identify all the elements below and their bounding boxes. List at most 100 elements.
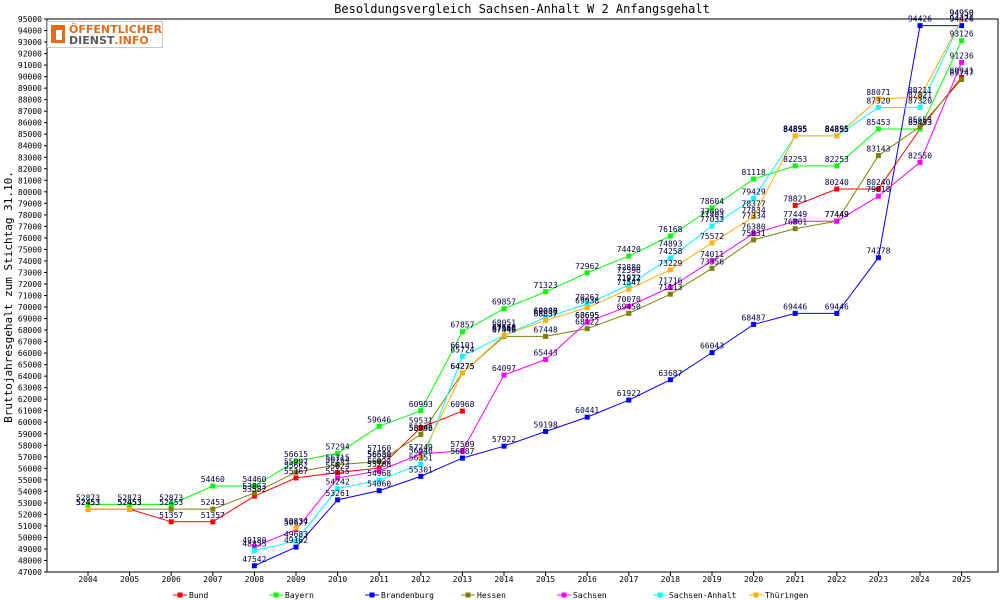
data-label-brandenburg: 47542 [242,555,266,564]
data-point-sachsen-anhalt [376,477,382,483]
data-point-bayern [335,450,341,456]
data-label-bayern: 52873 [118,493,142,502]
data-label-sachsen-anhalt: 70262 [575,293,599,302]
data-label-brandenburg: 56887 [450,447,474,456]
data-label-sachsen-anhalt: 77033 [700,215,724,224]
data-point-hessen [251,490,257,496]
legend-marker-th-ringen [753,592,759,598]
data-label-sachsen: 49180 [242,536,266,545]
y-tick-label: 66000 [18,349,42,358]
data-point-th-ringen [418,454,424,460]
data-label-brandenburg: 66043 [700,342,724,351]
y-tick-label: 83000 [18,153,42,162]
data-label-sachsen-anhalt: 84855 [783,125,807,134]
y-tick-label: 75000 [18,245,42,254]
x-tick-label: 2005 [120,575,139,584]
data-label-th-ringen: 68837 [534,309,558,318]
annotation-label: 56164 [326,455,350,464]
y-tick-label: 53000 [18,499,42,508]
data-point-hessen [709,265,715,271]
data-label-hessen: 52453 [118,498,142,507]
legend-label-sachsen: Sachsen [573,591,607,600]
series-line-th-ringen [420,19,963,458]
annotation-label: 84895 [825,124,849,133]
data-label-bund: 52453 [118,498,142,507]
legend-marker-sachsen-anhalt [657,592,663,598]
data-point-th-ringen [834,133,840,139]
data-point-hessen [543,333,549,339]
y-tick-label: 94000 [18,27,42,36]
data-label-brandenburg: 49162 [284,536,308,545]
data-point-bayern [834,163,840,169]
data-label-brandenburg: 59198 [534,420,558,429]
data-point-sachsen-anhalt [584,301,590,307]
data-label-hessen: 76801 [783,218,807,227]
data-label-hessen: 89747 [950,69,974,78]
y-tick-label: 84000 [18,142,42,151]
annotation-label: 84895 [783,124,807,133]
data-point-bund [251,493,257,499]
x-tick-label: 2019 [702,575,721,584]
x-tick-label: 2006 [162,575,181,584]
data-label-hessen: 56315 [326,454,350,463]
data-label-brandenburg: 57922 [492,435,516,444]
data-point-th-ringen [917,94,923,100]
annotation-label: 57160 [367,444,391,453]
data-label-bund: 78821 [783,194,807,203]
data-label-hessen: 77449 [825,210,849,219]
data-point-bayern [418,408,424,414]
data-point-th-ringen [959,17,965,23]
x-tick-label: 2021 [786,575,805,584]
data-point-hessen [210,506,216,512]
data-label-sachsen: 77449 [783,210,807,219]
data-point-th-ringen [85,506,91,512]
data-label-bayern: 54460 [242,475,266,484]
data-point-bayern [792,163,798,169]
y-tick-label: 51000 [18,522,42,531]
data-label-bayern: 93126 [950,30,974,39]
data-point-sachsen-anhalt [335,486,341,492]
data-label-sachsen: 74011 [700,250,724,259]
data-point-th-ringen [792,133,798,139]
data-point-sachsen-anhalt [875,104,881,110]
data-label-th-ringen: 94950 [950,9,974,18]
data-point-bund [418,425,424,431]
legend-marker-hessen [465,592,471,598]
data-label-hessen: 67448 [534,325,558,334]
data-point-brandenburg [418,473,424,479]
data-point-hessen [418,431,424,437]
data-point-sachsen [667,284,673,290]
data-label-sachsen: 70070 [617,295,641,304]
data-label-sachsen-anhalt: 87320 [908,96,932,105]
x-tick-label: 2017 [619,575,638,584]
data-point-sachsen [376,468,382,474]
data-point-th-ringen [751,214,757,220]
data-label-hessen: 69450 [617,302,641,311]
data-point-brandenburg [335,497,341,503]
data-label-bayern: 57294 [326,442,350,451]
data-point-sachsen [251,544,257,550]
data-point-hessen [584,326,590,332]
data-label-bayern: 78604 [700,197,724,206]
legend-label-bayern: Bayern [285,591,314,600]
data-label-bayern: 76168 [658,225,682,234]
data-point-sachsen-anhalt [626,282,632,288]
data-label-hessen: 71113 [658,283,682,292]
data-point-brandenburg [626,397,632,403]
x-tick-label: 2011 [370,575,389,584]
data-point-bayern [501,306,507,312]
data-point-th-ringen [293,525,299,531]
data-label-sachsen-anhalt: 67546 [492,324,516,333]
data-label-th-ringen: 67546 [492,324,516,333]
data-point-bayern [959,38,965,44]
data-label-bund: 59531 [409,417,433,426]
y-tick-label: 58000 [18,441,42,450]
data-label-bayern: 72962 [575,262,599,271]
annotation-label: 77699 [700,207,724,216]
data-point-bayern [875,126,881,132]
data-point-hessen [917,124,923,130]
series-line-hessen [88,79,962,510]
data-point-sachsen-anhalt [459,353,465,359]
y-tick-label: 47000 [18,568,42,577]
legend-label-th-ringen: Thüringen [765,591,809,600]
